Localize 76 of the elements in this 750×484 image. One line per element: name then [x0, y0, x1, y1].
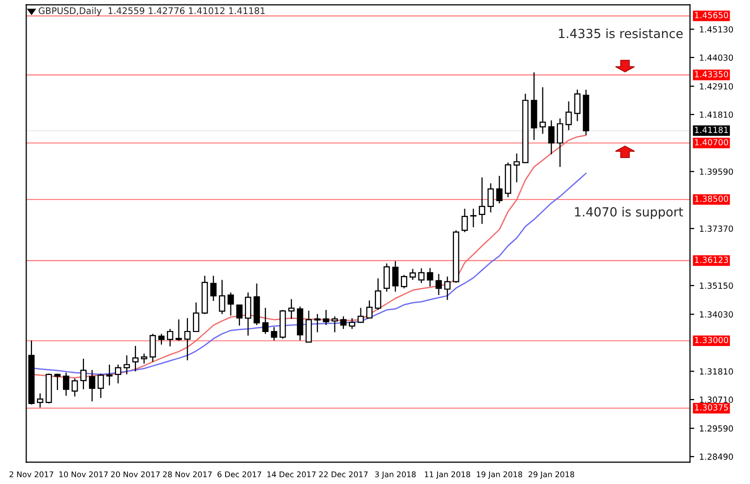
candlestick: [410, 268, 416, 280]
ref-line-label: 1.33000: [695, 336, 728, 344]
candlestick: [36, 392, 44, 408]
candlestick: [288, 298, 295, 320]
y-tick-label: 1.29590: [700, 425, 733, 432]
y-tick-label: 1.39590: [700, 168, 733, 175]
candlestick: [158, 333, 165, 346]
y-tick-label: 1.28490: [700, 454, 733, 460]
y-tick-label: 1.41810: [700, 111, 733, 118]
candlestick: [374, 278, 382, 310]
candlestick: [496, 175, 503, 204]
ref-line-label: 1.41181: [695, 126, 728, 134]
candlestick: [556, 118, 564, 168]
candlestick: [322, 309, 330, 326]
candlestick: [384, 262, 390, 292]
candlestick: [574, 89, 581, 122]
candlestick: [62, 372, 70, 396]
candlestick: [340, 316, 347, 330]
candlestick: [166, 328, 174, 347]
y-tick-label: 1.42910: [700, 83, 733, 90]
ref-line-label: 1.38500: [695, 196, 728, 202]
ref-line-label: 1.30375: [695, 404, 728, 411]
candlestick: [210, 275, 217, 302]
candlestick: [80, 358, 87, 390]
candlestick: [114, 364, 122, 384]
candlestick: [314, 313, 321, 333]
candlestick: [176, 318, 182, 342]
candlestick: [132, 345, 139, 372]
candlestick: [98, 373, 104, 399]
ref-line-label: 1.36123: [695, 256, 728, 263]
candlestick: [306, 310, 312, 343]
ref-line-label: 1.45650: [695, 12, 728, 18]
candlestick: [488, 182, 494, 213]
candlestick: [418, 268, 425, 284]
y-tick-label: 1.44030: [700, 54, 733, 61]
y-tick-label: 1.31810: [700, 368, 733, 375]
y-tick-label: 1.45130: [700, 26, 733, 33]
candlestick: [244, 292, 252, 336]
candlestick: [358, 307, 364, 324]
annotation: 1.4070 is support: [575, 206, 684, 219]
candlestick: [150, 333, 156, 362]
candlestick: [426, 268, 434, 288]
candlestick: [470, 208, 477, 228]
candlestick: [548, 120, 555, 155]
candlestick: [332, 316, 338, 333]
candlestick: [540, 86, 546, 134]
candlestick: [444, 276, 451, 300]
ref-line-label: 1.40700: [695, 139, 728, 146]
candlestick: [236, 304, 243, 326]
candlestick: [192, 302, 200, 332]
candlestick: [184, 318, 191, 361]
candlestick: [262, 307, 269, 334]
y-tick-label: 1.30710: [700, 396, 733, 403]
candlestick: [124, 354, 130, 375]
candlestick: [348, 318, 356, 330]
candlestick: [140, 353, 148, 364]
candlestick: [514, 152, 520, 183]
candlestick: [366, 300, 373, 319]
candlestick: [228, 292, 234, 316]
candlestick: [478, 176, 486, 224]
candlestick: [392, 260, 399, 292]
y-tick-label: 1.34030: [700, 311, 733, 318]
y-tick-label: 1.35150: [700, 282, 733, 289]
candlestick: [566, 100, 572, 131]
candlestick: [218, 279, 226, 315]
y-tick-label: 1.37370: [700, 226, 733, 232]
candlestick: [400, 274, 408, 289]
candlestick: [462, 208, 468, 233]
ref-line-label: 1.43350: [695, 71, 728, 78]
candlestick: [436, 273, 442, 296]
candlestick: [270, 326, 278, 342]
candlestick: [106, 364, 113, 386]
chart-title: GBPUSD,Daily 1.42559 1.42776 1.41012 1.41181: [38, 7, 265, 16]
annotation: 1.4335 is resistance: [558, 28, 683, 38]
candlestick: [72, 378, 78, 398]
candlestick: [88, 369, 96, 402]
